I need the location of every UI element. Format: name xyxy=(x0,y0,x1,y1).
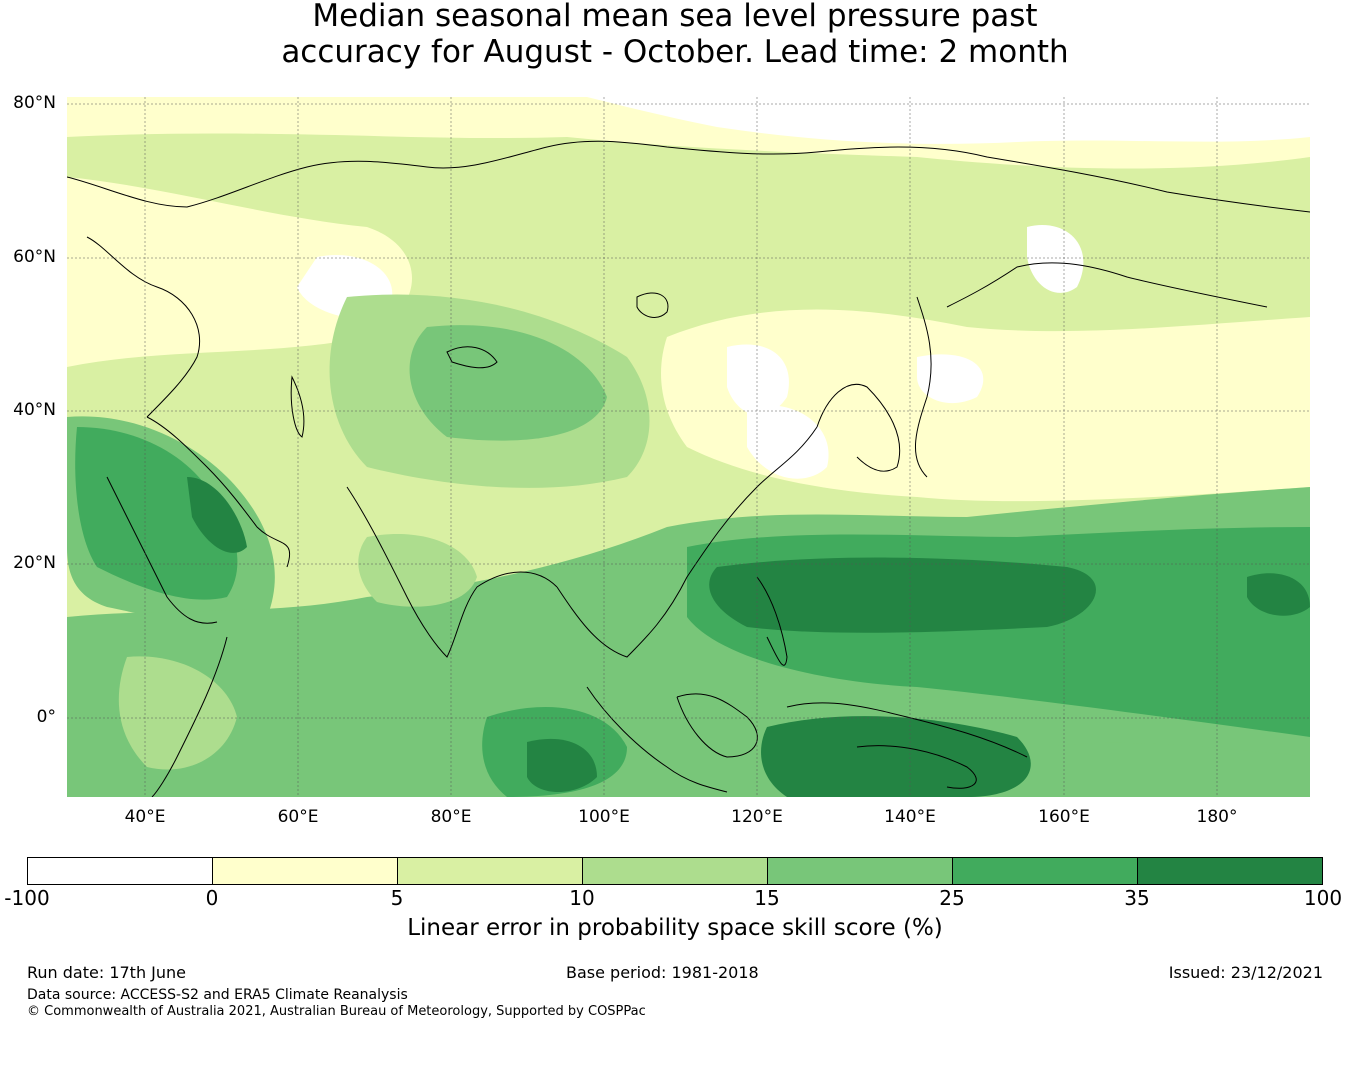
colorbar-tick: 10 xyxy=(569,886,595,910)
coastlines xyxy=(67,140,1310,797)
lat-label-20n: 20°N xyxy=(13,553,56,573)
base-period: Base period: 1981-2018 xyxy=(566,963,759,982)
lat-label-equator: 0° xyxy=(36,707,56,727)
colorbar-segment xyxy=(213,858,398,884)
colorbar-segment xyxy=(583,858,768,884)
lon-label-80e: 80°E xyxy=(430,807,472,827)
colorbar-tick: 15 xyxy=(754,886,780,910)
colorbar-segment xyxy=(1138,858,1322,884)
colorbar-segment xyxy=(398,858,583,884)
colorbar-tick: 25 xyxy=(939,886,965,910)
colorbar-segment xyxy=(768,858,953,884)
lon-label-60e: 60°E xyxy=(277,807,319,827)
graticule xyxy=(67,97,1310,797)
colorbar-tick: 100 xyxy=(1303,886,1343,910)
copyright: © Commonwealth of Australia 2021, Austra… xyxy=(27,1004,646,1019)
lon-label-120e: 120°E xyxy=(731,807,783,827)
lon-label-140e: 140°E xyxy=(884,807,936,827)
run-date: Run date: 17th June xyxy=(27,963,187,982)
colorbar-tick: -100 xyxy=(4,886,50,910)
colorbar-tick: 0 xyxy=(205,886,219,910)
data-source: Data source: ACCESS-S2 and ERA5 Climate … xyxy=(27,987,408,1003)
chart-title-line-1: Median seasonal mean sea level pressure … xyxy=(312,0,1038,34)
colorbar-label: Linear error in probability space skill … xyxy=(407,915,943,941)
colorbar-segment xyxy=(953,858,1138,884)
lon-label-40e: 40°E xyxy=(124,807,166,827)
colorbar-segment xyxy=(28,858,213,884)
skill-score-map xyxy=(67,97,1310,797)
colorbar xyxy=(27,857,1323,885)
issued-date: Issued: 23/12/2021 xyxy=(1168,963,1323,982)
lat-label-60n: 60°N xyxy=(13,247,56,267)
colorbar-tick: 35 xyxy=(1124,886,1150,910)
chart-title-line-2: accuracy for August - October. Lead time… xyxy=(281,34,1069,70)
lon-label-100e: 100°E xyxy=(578,807,630,827)
skill-field xyxy=(67,97,1310,797)
lat-label-40n: 40°N xyxy=(13,400,56,420)
lat-label-80n: 80°N xyxy=(13,93,56,113)
lon-label-180: 180° xyxy=(1196,807,1238,827)
lon-label-160e: 160°E xyxy=(1038,807,1090,827)
colorbar-tick: 5 xyxy=(390,886,404,910)
